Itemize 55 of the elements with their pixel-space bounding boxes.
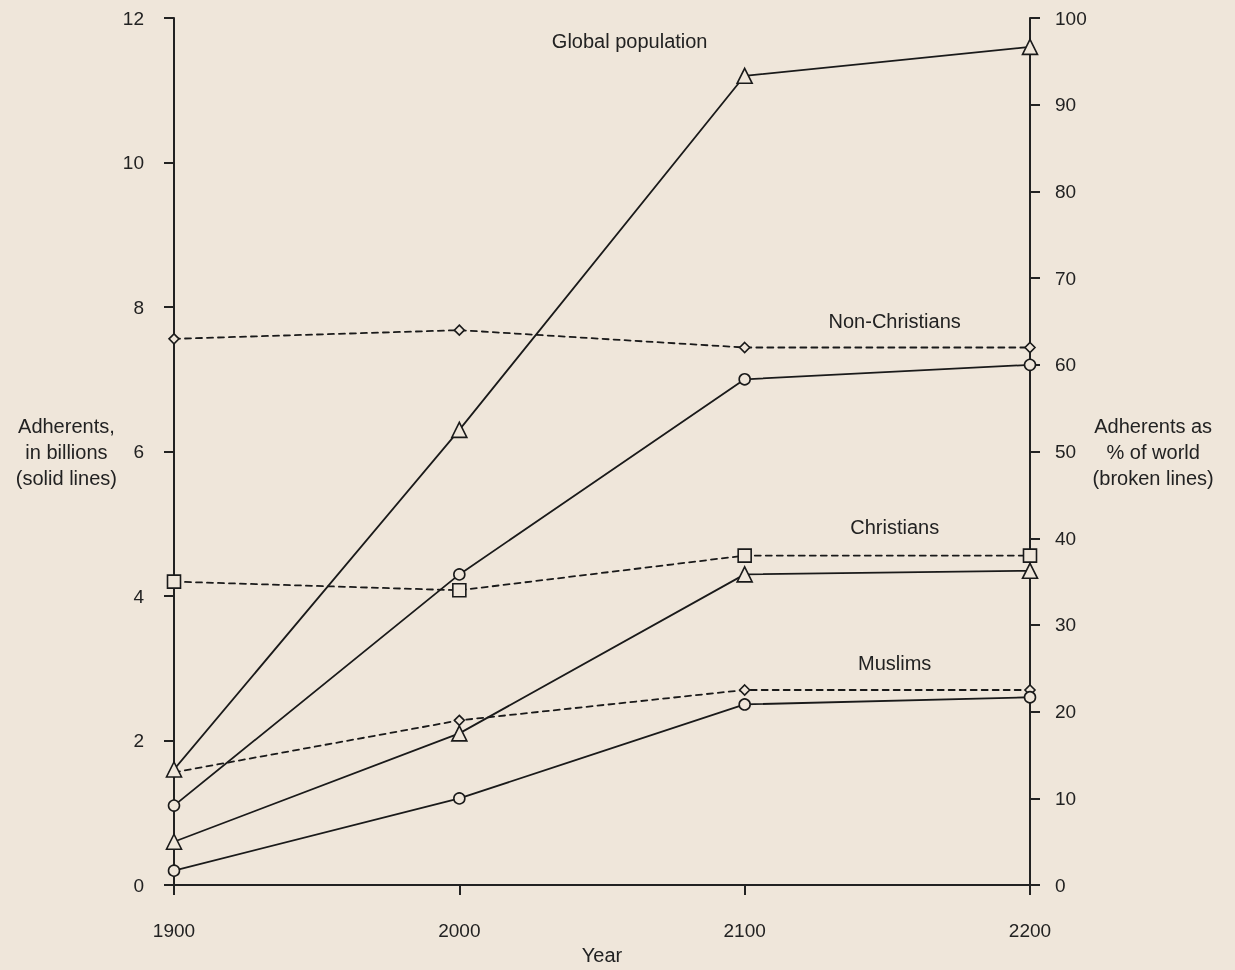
point [1021,562,1039,580]
point [738,684,751,696]
point [166,574,182,589]
y2-tick-label: 0 [1055,874,1066,896]
x-tick-label: 2000 [438,920,481,942]
y-tick-label: 4 [133,585,145,607]
point [453,568,466,581]
point [736,67,753,85]
point [453,714,466,727]
y-tick-label: 10 [122,152,144,174]
series-label: Christians [850,516,940,539]
point [736,566,753,583]
y-tick-label: 2 [133,730,144,752]
point [738,698,751,711]
y2-tick-label: 30 [1055,614,1077,636]
point [453,324,466,336]
series-label: Muslims [857,652,932,675]
y2-tick-label: 20 [1055,701,1077,723]
point [165,833,183,851]
y2-tick-label: 10 [1055,787,1077,809]
x-axis-title: Year [581,944,623,966]
y-tick-label: 6 [133,441,144,463]
y-axis-title: Adherents, in billions (solid lines) [15,414,117,489]
y2-tick-label: 60 [1055,354,1077,376]
y2-axis-title: Adherents as % of world (broken lines) [1092,414,1214,489]
x-tick-label: 1900 [152,920,196,942]
point [1021,38,1039,56]
y2-tick-label: 100 [1055,7,1087,29]
y-tick-label: 12 [122,7,144,29]
point [451,725,468,742]
point [167,799,181,812]
y2-tick-label: 40 [1055,527,1077,549]
y2-tick-label: 90 [1055,94,1077,116]
point [738,372,751,386]
series-label: Non-Christians [828,309,961,332]
point [1024,341,1036,354]
x-tick-label: 2200 [1008,920,1052,942]
point [453,792,466,805]
y-tick-label: 8 [133,296,144,318]
y2-tick-label: 70 [1055,267,1077,289]
point [1023,690,1037,704]
point [167,864,181,877]
point [1022,548,1038,563]
y2-tick-label: 50 [1055,441,1077,463]
point [737,548,752,563]
point [168,333,180,345]
point [165,761,183,778]
point [452,582,467,598]
y-tick-label: 0 [133,874,144,896]
point [1023,358,1037,372]
point [738,341,751,354]
x-tick-label: 2100 [723,920,766,942]
text: Global population [551,29,708,52]
point [451,421,468,439]
y2-tick-label: 80 [1055,180,1077,202]
